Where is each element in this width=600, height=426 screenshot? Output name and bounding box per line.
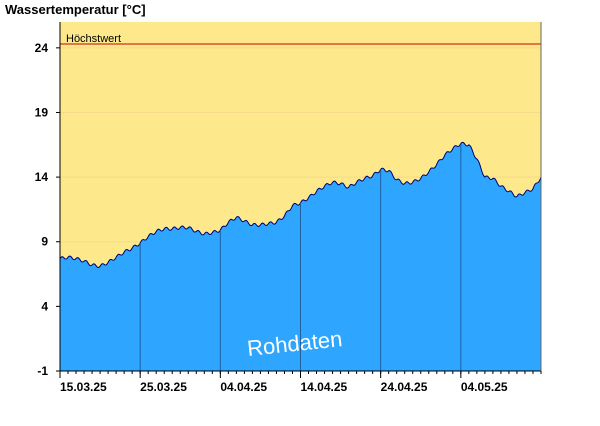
y-tick-label: 14 — [35, 170, 49, 184]
x-tick-label: 15.03.25 — [60, 380, 107, 394]
y-axis-title: Wassertemperatur [°C] — [5, 2, 146, 17]
vertical-date-markers — [139, 143, 462, 371]
temperature-line — [59, 141, 542, 269]
x-tick-label: 14.04.25 — [301, 380, 348, 394]
x-tick-label: 04.04.25 — [220, 380, 267, 394]
y-tick-label: 4 — [41, 299, 48, 313]
x-tick-label: 04.05.25 — [461, 380, 508, 394]
y-tick-label: 19 — [35, 105, 49, 119]
x-tick-label: 25.03.25 — [140, 380, 187, 394]
y-tick-label: 9 — [41, 235, 48, 249]
hoechstwert-label: Höchstwert — [66, 33, 121, 45]
y-tick-label: 24 — [35, 41, 49, 55]
y-axis-ticks: -1 4 9 14 19 24 — [35, 41, 60, 378]
x-axis-ticks: 15.03.25 25.03.25 04.04.25 14.04.25 24.04.25… — [59, 371, 542, 394]
x-tick-label: 24.04.25 — [381, 380, 428, 394]
y-tick-label: -1 — [37, 364, 48, 378]
